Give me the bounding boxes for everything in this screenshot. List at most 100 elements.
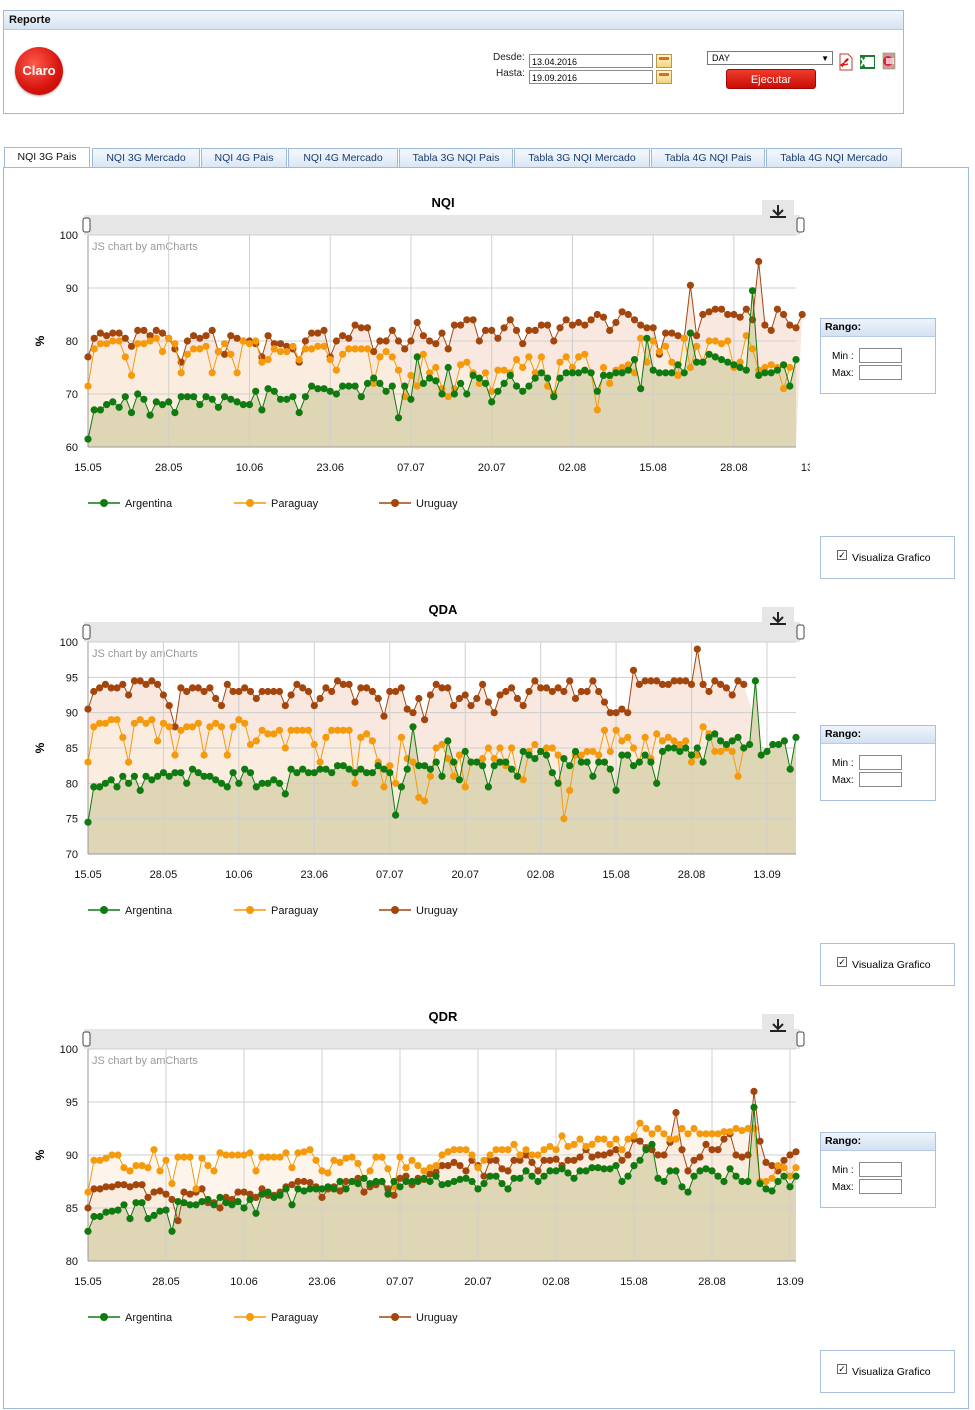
y-tick-label: 70 xyxy=(66,849,78,861)
argentina-point xyxy=(636,1156,644,1164)
argentina-point xyxy=(287,765,295,773)
uruguay-point xyxy=(339,680,347,688)
download-icon[interactable] xyxy=(762,200,794,222)
download-icon[interactable] xyxy=(762,607,794,629)
argentina-point xyxy=(672,1167,680,1175)
argentina-point xyxy=(300,1187,308,1195)
uruguay-point xyxy=(419,332,427,340)
visualiza-label: Visualiza Grafico xyxy=(852,959,931,971)
paraguay-point xyxy=(245,340,254,348)
nqi-chart: JS chart by amCharts 60 70 80 90 100 15.05 28.0… xyxy=(33,200,810,510)
argentina-point xyxy=(348,1177,356,1186)
uruguay-point xyxy=(101,680,109,688)
excel-icon[interactable] xyxy=(859,53,876,71)
argentina-point xyxy=(194,769,202,777)
argentina-point xyxy=(649,366,657,374)
paraguay-point xyxy=(229,723,237,731)
uruguay-point xyxy=(463,316,471,324)
granularity-select[interactable]: DAY ▼ xyxy=(707,51,833,65)
tab-tabla-4g-nqi-pais[interactable]: Tabla 4G NQI Pais xyxy=(651,148,765,167)
uruguay-point xyxy=(525,326,533,334)
argentina-point xyxy=(502,758,510,766)
uruguay-point xyxy=(525,687,533,696)
tab-nqi-4g-pais[interactable]: NQI 4G Pais xyxy=(201,148,287,167)
paraguay-point xyxy=(351,779,359,787)
tab-nqi-3g-pais[interactable]: NQI 3G Pais xyxy=(4,147,90,168)
argentina-point xyxy=(318,1185,326,1193)
download-icon[interactable] xyxy=(762,1014,794,1036)
argentina-point xyxy=(126,1215,134,1223)
claro-logo: Claro xyxy=(15,47,63,95)
argentina-point xyxy=(328,769,336,777)
x-tick-label: 13.09 xyxy=(776,1276,804,1288)
argentina-point xyxy=(637,385,645,393)
x-tick-label: 07.07 xyxy=(376,869,404,881)
argentina-point xyxy=(612,786,620,794)
uruguay-point xyxy=(540,1156,548,1164)
min-input[interactable] xyxy=(859,755,902,770)
hasta-date-field[interactable]: 19.09.2016 xyxy=(529,70,653,84)
tab-tabla-4g-nqi-mercado[interactable]: Tabla 4G NQI Mercado xyxy=(766,148,902,167)
pdf-icon[interactable] xyxy=(837,53,854,71)
paraguay-point xyxy=(288,1164,296,1172)
visualiza-checkbox[interactable]: ✓ xyxy=(837,957,847,967)
argentina-point xyxy=(420,1174,428,1182)
argentina-point xyxy=(204,1195,212,1204)
uruguay-point xyxy=(264,332,272,340)
paraguay-point xyxy=(724,337,732,345)
argentina-point xyxy=(90,406,98,414)
uruguay-point xyxy=(394,337,403,345)
visualiza-checkbox[interactable]: ✓ xyxy=(837,1364,847,1374)
uruguay-point xyxy=(761,321,769,329)
paraguay-point xyxy=(456,1146,464,1154)
tab-tabla-3g-nqi-mercado[interactable]: Tabla 3G NQI Mercado xyxy=(514,148,650,167)
tab-nqi-4g-mercado[interactable]: NQI 4G Mercado xyxy=(288,148,398,167)
paraguay-point xyxy=(510,1140,518,1148)
hasta-calendar-icon[interactable] xyxy=(656,70,672,84)
argentina-point xyxy=(717,356,726,364)
paraguay-point xyxy=(222,1151,230,1159)
uruguay-point xyxy=(403,705,411,713)
paraguay-point xyxy=(109,337,117,345)
argentina-point xyxy=(726,1165,734,1173)
argentina-point xyxy=(467,758,475,766)
min-input[interactable] xyxy=(859,348,902,363)
argentina-point xyxy=(463,390,471,398)
uruguay-point xyxy=(705,687,713,696)
powerpoint-icon[interactable] xyxy=(880,51,897,70)
argentina-point xyxy=(342,1185,350,1193)
uruguay-point xyxy=(227,332,235,340)
uruguay-point xyxy=(488,326,496,334)
ejecutar-button[interactable]: Ejecutar xyxy=(726,69,816,89)
argentina-point xyxy=(516,1174,524,1182)
uruguay-point xyxy=(134,326,142,334)
paraguay-point xyxy=(221,340,229,348)
paraguay-point xyxy=(642,1124,650,1133)
max-input[interactable] xyxy=(859,772,902,787)
argentina-point xyxy=(481,379,490,387)
uruguay-point xyxy=(108,1183,116,1191)
argentina-point xyxy=(206,772,214,780)
argentina-area xyxy=(88,1107,796,1261)
uruguay-point xyxy=(798,310,806,319)
uruguay-point xyxy=(767,326,775,334)
argentina-point xyxy=(294,1185,302,1193)
argentina-point xyxy=(396,1183,404,1191)
argentina-point xyxy=(214,403,222,411)
paraguay-point xyxy=(676,740,684,749)
chart-title: QDR xyxy=(428,1009,458,1024)
max-input[interactable] xyxy=(859,1179,902,1194)
uruguay-point xyxy=(90,687,98,696)
argentina-point xyxy=(568,369,577,377)
desde-calendar-icon[interactable] xyxy=(656,54,672,68)
paraguay-point xyxy=(589,747,597,756)
tab-tabla-3g-nqi-pais[interactable]: Tabla 3G NQI Pais xyxy=(399,148,513,167)
max-input[interactable] xyxy=(859,365,902,380)
tab-nqi-3g-mercado[interactable]: NQI 3G Mercado xyxy=(92,148,200,167)
legend-label: Paraguay xyxy=(271,1312,319,1324)
desde-date-field[interactable]: 13.04.2016 xyxy=(529,54,653,68)
argentina-point xyxy=(474,1185,482,1193)
min-input[interactable] xyxy=(859,1162,902,1177)
visualiza-checkbox[interactable]: ✓ xyxy=(837,550,847,560)
argentina-point xyxy=(360,1174,368,1182)
